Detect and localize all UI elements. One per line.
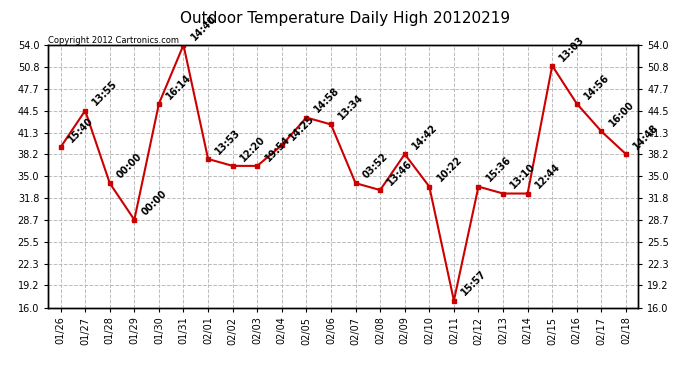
Text: Outdoor Temperature Daily High 20120219: Outdoor Temperature Daily High 20120219	[180, 11, 510, 26]
Text: 16:14: 16:14	[164, 72, 193, 101]
Text: 12:44: 12:44	[533, 162, 562, 191]
Text: 13:03: 13:03	[558, 34, 586, 63]
Text: 13:46: 13:46	[386, 158, 415, 187]
Text: 00:00: 00:00	[115, 152, 144, 180]
Text: Copyright 2012 Cartronics.com: Copyright 2012 Cartronics.com	[48, 36, 179, 45]
Text: 13:34: 13:34	[337, 93, 366, 122]
Text: 14:25: 14:25	[287, 113, 317, 142]
Text: 12:20: 12:20	[238, 134, 267, 163]
Text: 10:22: 10:22	[435, 155, 464, 184]
Text: 03:52: 03:52	[361, 152, 390, 180]
Text: 00:00: 00:00	[140, 188, 169, 217]
Text: 14:42: 14:42	[411, 122, 440, 152]
Text: 13:53: 13:53	[214, 127, 243, 156]
Text: 14:40: 14:40	[189, 13, 218, 42]
Text: 14:56: 14:56	[582, 72, 611, 101]
Text: 13:55: 13:55	[90, 79, 120, 108]
Text: 15:40: 15:40	[66, 116, 95, 144]
Text: 13:10: 13:10	[509, 162, 538, 191]
Text: 14:48: 14:48	[631, 122, 660, 152]
Text: 15:36: 15:36	[484, 155, 513, 184]
Text: 19:54: 19:54	[263, 134, 292, 163]
Text: 15:57: 15:57	[460, 269, 489, 298]
Text: 14:58: 14:58	[312, 86, 341, 115]
Text: 16:00: 16:00	[607, 100, 636, 129]
